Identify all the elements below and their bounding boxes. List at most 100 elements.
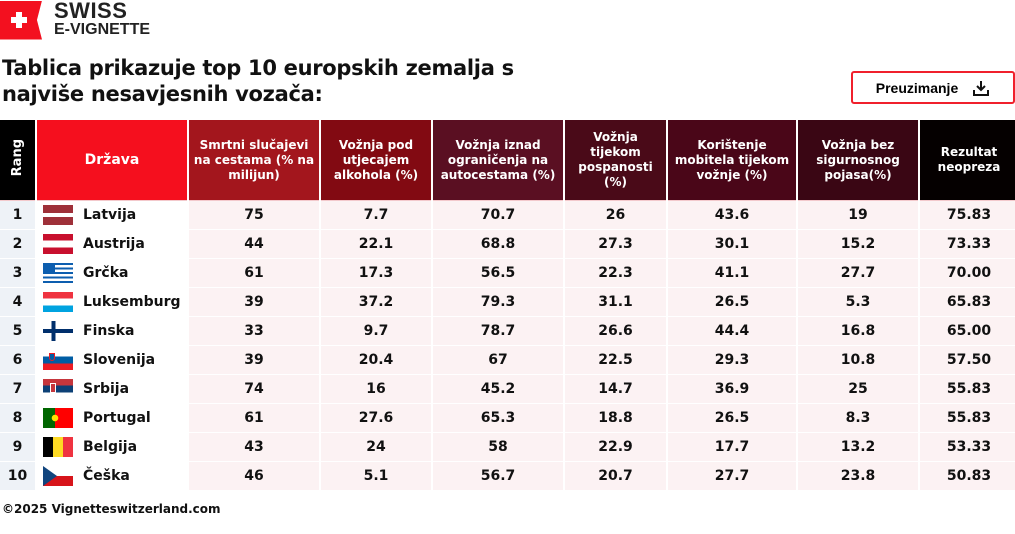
download-button[interactable]: Preuzimanje <box>851 71 1015 104</box>
value-cell: 44.4 <box>668 317 796 346</box>
value-cell: 58 <box>433 433 563 462</box>
country-name: Češka <box>83 468 130 484</box>
column-header: Vožnja bez sigurnosnog pojasa(%) <box>798 120 918 201</box>
value-cell: 27.6 <box>321 404 431 433</box>
column-header-label: Vožnja pod utjecajem alkohola (%) <box>333 137 419 182</box>
download-icon <box>973 80 990 96</box>
value-cell: 33 <box>189 317 319 346</box>
finland-flag-icon <box>43 321 73 341</box>
value-cell: 20.4 <box>321 346 431 375</box>
column-header-label: Smrtni slučajevi na cestama (% na miliju… <box>193 137 315 182</box>
value-cell: 70.00 <box>920 259 1015 288</box>
rank-cell: 4 <box>0 288 35 317</box>
value-cell: 31.1 <box>565 288 666 317</box>
page-title: Tablica prikazuje top 10 europskih zemal… <box>2 56 514 106</box>
value-cell: 65.83 <box>920 288 1015 317</box>
serbia-flag-icon <box>43 379 73 399</box>
country-name: Austrija <box>83 236 145 252</box>
column-header: Smrtni slučajevi na cestama (% na miliju… <box>189 120 319 201</box>
value-cell: 22.1 <box>321 230 431 259</box>
table-row: 1 Latvija 75 7.7 70.7 26 43.6 19 75.83 <box>0 201 1015 230</box>
belgium-flag-icon <box>43 437 73 457</box>
value-cell: 10.8 <box>798 346 918 375</box>
value-cell: 79.3 <box>433 288 563 317</box>
table-row: 10 Češka 46 5.1 56.7 20.7 27.7 23.8 50.83 <box>0 462 1015 491</box>
footer-copyright: ©2025 Vignetteswitzerland.com <box>2 502 221 516</box>
value-cell: 68.8 <box>433 230 563 259</box>
value-cell: 65.00 <box>920 317 1015 346</box>
value-cell: 39 <box>189 288 319 317</box>
value-cell: 74 <box>189 375 319 404</box>
value-cell: 57.50 <box>920 346 1015 375</box>
latvia-flag-icon <box>43 205 73 225</box>
download-label: Preuzimanje <box>875 79 959 96</box>
country-cell: Portugal <box>37 404 187 433</box>
czechia-flag-icon <box>43 466 73 486</box>
country-name: Slovenija <box>83 352 156 368</box>
table-row: 4 Luksemburg 39 37.2 79.3 31.1 26.5 5.3 65.83 <box>0 288 1015 317</box>
country-cell: Srbija <box>37 375 187 404</box>
value-cell: 44 <box>189 230 319 259</box>
country-cell: Belgija <box>37 433 187 462</box>
rank-cell: 8 <box>0 404 35 433</box>
value-cell: 23.8 <box>798 462 918 491</box>
country-cell: Slovenija <box>37 346 187 375</box>
value-cell: 30.1 <box>668 230 796 259</box>
column-header-label: Rezultat neopreza <box>937 145 1001 174</box>
logo[interactable]: SWISS E-VIGNETTE <box>0 0 150 40</box>
austria-flag-icon <box>43 234 73 254</box>
logo-line2: E-VIGNETTE <box>54 21 151 38</box>
column-header: Vožnja tijekom pospanosti (%) <box>565 120 666 201</box>
value-cell: 5.3 <box>798 288 918 317</box>
country-name: Finska <box>83 323 135 339</box>
column-header: Vožnja pod utjecajem alkohola (%) <box>321 120 431 201</box>
ranking-table: Rang Država Smrtni slučajevi na cestama (%… <box>0 120 1015 491</box>
value-cell: 25 <box>798 375 918 404</box>
value-cell: 13.2 <box>798 433 918 462</box>
value-cell: 16 <box>321 375 431 404</box>
table-row: 5 Finska 33 9.7 78.7 26.6 44.4 16.8 65.00 <box>0 317 1015 346</box>
country-cell: Finska <box>37 317 187 346</box>
value-cell: 20.7 <box>565 462 666 491</box>
country-cell: Austrija <box>37 230 187 259</box>
column-header: Država <box>37 120 187 201</box>
table-row: 6 Slovenija 39 20.4 67 22.5 29.3 10.8 57.50 <box>0 346 1015 375</box>
value-cell: 16.8 <box>798 317 918 346</box>
value-cell: 7.7 <box>321 201 431 230</box>
value-cell: 9.7 <box>321 317 431 346</box>
rank-cell: 7 <box>0 375 35 404</box>
country-name: Luksemburg <box>83 294 181 310</box>
table-row: 3 Grčka 61 17.3 56.5 22.3 41.1 27.7 70.00 <box>0 259 1015 288</box>
value-cell: 19 <box>798 201 918 230</box>
country-name: Belgija <box>83 439 138 455</box>
column-header-label: Vožnja bez sigurnosnog pojasa(%) <box>816 137 900 182</box>
value-cell: 65.3 <box>433 404 563 433</box>
value-cell: 75 <box>189 201 319 230</box>
country-cell: Češka <box>37 462 187 491</box>
column-header: Rang <box>0 120 35 201</box>
rank-cell: 1 <box>0 201 35 230</box>
value-cell: 27.7 <box>668 462 796 491</box>
value-cell: 14.7 <box>565 375 666 404</box>
rank-cell: 2 <box>0 230 35 259</box>
value-cell: 22.9 <box>565 433 666 462</box>
value-cell: 39 <box>189 346 319 375</box>
country-name: Srbija <box>83 381 130 397</box>
table-row: 7 Srbija 74 16 45.2 14.7 36.9 25 55.83 <box>0 375 1015 404</box>
value-cell: 15.2 <box>798 230 918 259</box>
portugal-flag-icon <box>43 408 73 428</box>
value-cell: 17.7 <box>668 433 796 462</box>
value-cell: 26 <box>565 201 666 230</box>
value-cell: 43 <box>189 433 319 462</box>
column-header-label: Vožnja tijekom pospanosti (%) <box>578 130 653 189</box>
value-cell: 70.7 <box>433 201 563 230</box>
column-header-label: Rang <box>10 139 25 177</box>
column-header-label: Korištenje mobitela tijekom vožnje (%) <box>674 137 790 182</box>
value-cell: 18.8 <box>565 404 666 433</box>
value-cell: 55.83 <box>920 404 1015 433</box>
value-cell: 22.5 <box>565 346 666 375</box>
greece-flag-icon <box>43 263 73 283</box>
value-cell: 55.83 <box>920 375 1015 404</box>
value-cell: 41.1 <box>668 259 796 288</box>
value-cell: 5.1 <box>321 462 431 491</box>
